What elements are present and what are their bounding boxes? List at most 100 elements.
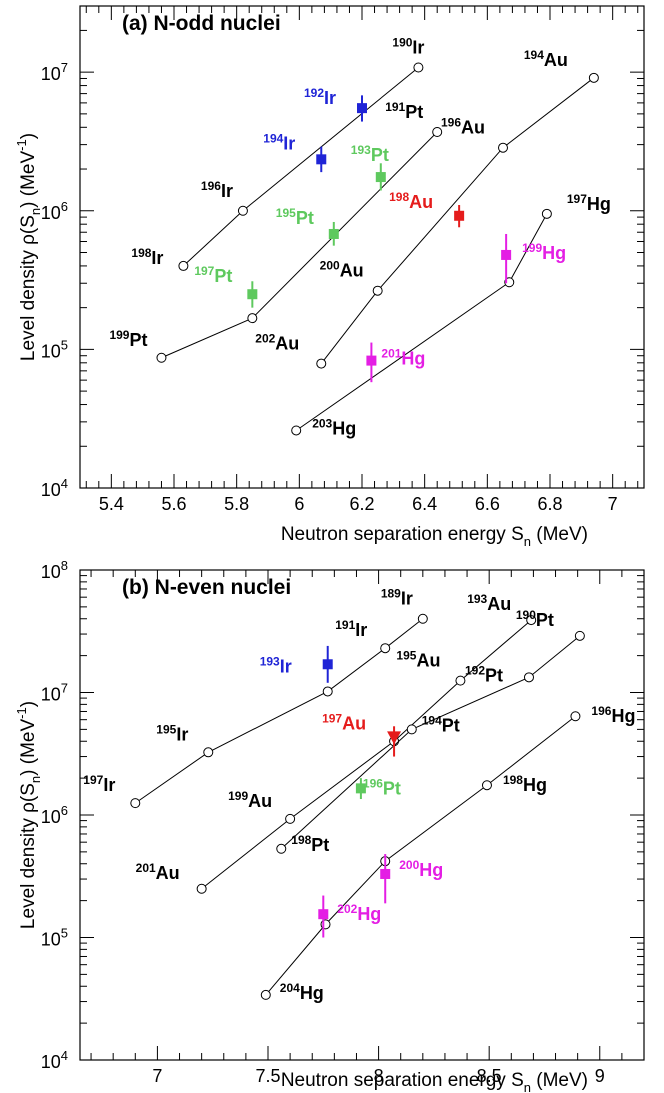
exp-isotope-symbol: Ir (324, 88, 336, 108)
y-tick-exponent: 4 (61, 476, 68, 491)
y-axis-title-close: ) (18, 133, 39, 139)
panel-a-n-odd: 5.4 5.6 5.8 6 6.2 6.4 6.6 6.8 7104105106107Neutr… (14, 5, 645, 549)
isotope-mass: 198 (503, 773, 523, 787)
exp-isotope-mass: 197 (194, 264, 214, 278)
y-axis-title-sup: -1 (14, 139, 29, 151)
isotope-mass: 193 (467, 592, 487, 606)
exp-isotope-symbol: Pt (214, 266, 232, 286)
x-tick-label: 6 (294, 494, 304, 514)
isotope-mass: 198 (131, 246, 151, 260)
isotope-label: 201Au (136, 861, 180, 883)
exp-point-square (357, 103, 367, 114)
calc-point-Ir (413, 62, 424, 73)
exp-isotope-label: 202Hg (337, 902, 381, 924)
series-line-Ir (183, 67, 419, 267)
x-axis-title-unit: (MeV) (531, 1070, 588, 1091)
y-tick-label: 106 (41, 803, 68, 827)
calc-point-Hg (481, 780, 492, 791)
exp-isotope-symbol: Ir (280, 656, 292, 676)
isotope-label: 196Hg (591, 704, 635, 726)
isotope-symbol: Pt (485, 665, 503, 685)
y-tick-base: 10 (41, 341, 61, 361)
series-line-Pt (280, 635, 581, 850)
isotope-mass: 194 (422, 713, 442, 727)
x-axis-title-sub: n (524, 534, 531, 549)
y-tick-label: 108 (41, 558, 68, 582)
isotope-mass: 196 (201, 179, 221, 193)
exp-point-square (380, 868, 391, 879)
exp-point-square (454, 210, 465, 221)
y-axis-title-main: Level density ρ(S (18, 783, 39, 929)
exp-point-triangle (387, 731, 402, 745)
isotope-mass: 189 (381, 587, 401, 601)
isotope-mass: 200 (320, 259, 340, 273)
exp-isotope-symbol: Ir (283, 133, 295, 153)
isotope-mass: 192 (465, 663, 485, 677)
exp-isotope-symbol: Pt (296, 208, 314, 228)
isotope-label: 204Hg (280, 981, 324, 1003)
exp-isotope-label: 200Hg (399, 858, 443, 880)
y-tick-base: 10 (41, 685, 61, 705)
isotope-symbol: Au (461, 118, 485, 138)
exp-isotope-label: 197Pt (194, 264, 232, 286)
calc-point-Ir (380, 643, 391, 654)
y-axis-title-unit: ) (MeV (18, 151, 39, 208)
isotope-symbol: Hg (332, 418, 356, 438)
x-tick-label: 5.6 (161, 494, 186, 514)
y-tick-label: 105 (41, 337, 68, 361)
exp-isotope-mass: 193 (260, 654, 280, 668)
y-axis-title-sub: n (28, 208, 43, 215)
isotope-symbol: Pt (129, 330, 147, 350)
exp-point-square (247, 289, 258, 300)
y-tick-label: 106 (41, 199, 68, 223)
y-tick-label: 107 (41, 60, 68, 84)
isotope-label: 196Ir (201, 179, 233, 201)
isotope-label: 192Pt (465, 663, 503, 685)
x-axis-title-main: Neutron separation energy S (281, 1070, 524, 1091)
exp-point-square (366, 355, 377, 366)
calc-point-Ir (203, 747, 214, 758)
isotope-symbol: Au (275, 334, 299, 354)
y-axis-title: Level density ρ(Sn) (MeV-1) (14, 701, 43, 929)
isotope-label: 200Au (320, 259, 364, 281)
y-tick-label: 107 (41, 681, 68, 705)
y-tick-base: 10 (41, 203, 61, 223)
exp-point-square (501, 249, 512, 260)
exp-isotope-symbol: Pt (371, 145, 389, 165)
panel-title: (b) N-even nuclei (122, 576, 291, 599)
isotope-mass: 191 (385, 100, 405, 114)
isotope-label: 198Pt (291, 833, 329, 855)
exp-isotope-symbol: Hg (542, 243, 566, 263)
y-axis-title: Level density ρ(Sn) (MeV-1) (14, 133, 43, 361)
calc-point-Pt (247, 313, 258, 324)
x-tick-label: 8 (374, 1066, 384, 1086)
plot-frame (79, 569, 645, 1061)
calc-point-Hg (291, 425, 302, 436)
exp-isotope-mass: 195 (276, 206, 296, 220)
isotope-mass: 199 (109, 328, 129, 342)
exp-isotope-label: 197Au (322, 711, 366, 733)
calc-point-Ir (237, 205, 248, 216)
y-axis-title-sup: -1 (14, 707, 29, 719)
x-tick-label: 9 (595, 1066, 605, 1086)
isotope-label: 198Ir (131, 246, 163, 268)
isotope-symbol: Ir (355, 620, 367, 640)
isotope-symbol: Ir (103, 775, 115, 795)
x-axis-title: Neutron separation energy Sn (MeV) (281, 1070, 588, 1093)
series-line-Hg (295, 213, 548, 431)
isotope-label: 203Hg (312, 416, 356, 438)
y-tick-exponent: 6 (61, 803, 68, 818)
isotope-label: 198Hg (503, 773, 547, 795)
y-tick-exponent: 7 (61, 60, 68, 75)
exp-isotope-symbol: Pt (383, 778, 401, 798)
x-tick-label: 6.8 (537, 494, 562, 514)
isotope-symbol: Hg (587, 194, 611, 214)
y-tick-base: 10 (41, 480, 61, 500)
exp-isotope-label: 194Ir (263, 131, 295, 153)
isotope-symbol: Hg (611, 706, 635, 726)
exp-isotope-label: 195Pt (276, 206, 314, 228)
isotope-mass: 195 (156, 722, 176, 736)
exp-isotope-symbol: Hg (357, 904, 381, 924)
isotope-label: 190Pt (516, 608, 554, 630)
